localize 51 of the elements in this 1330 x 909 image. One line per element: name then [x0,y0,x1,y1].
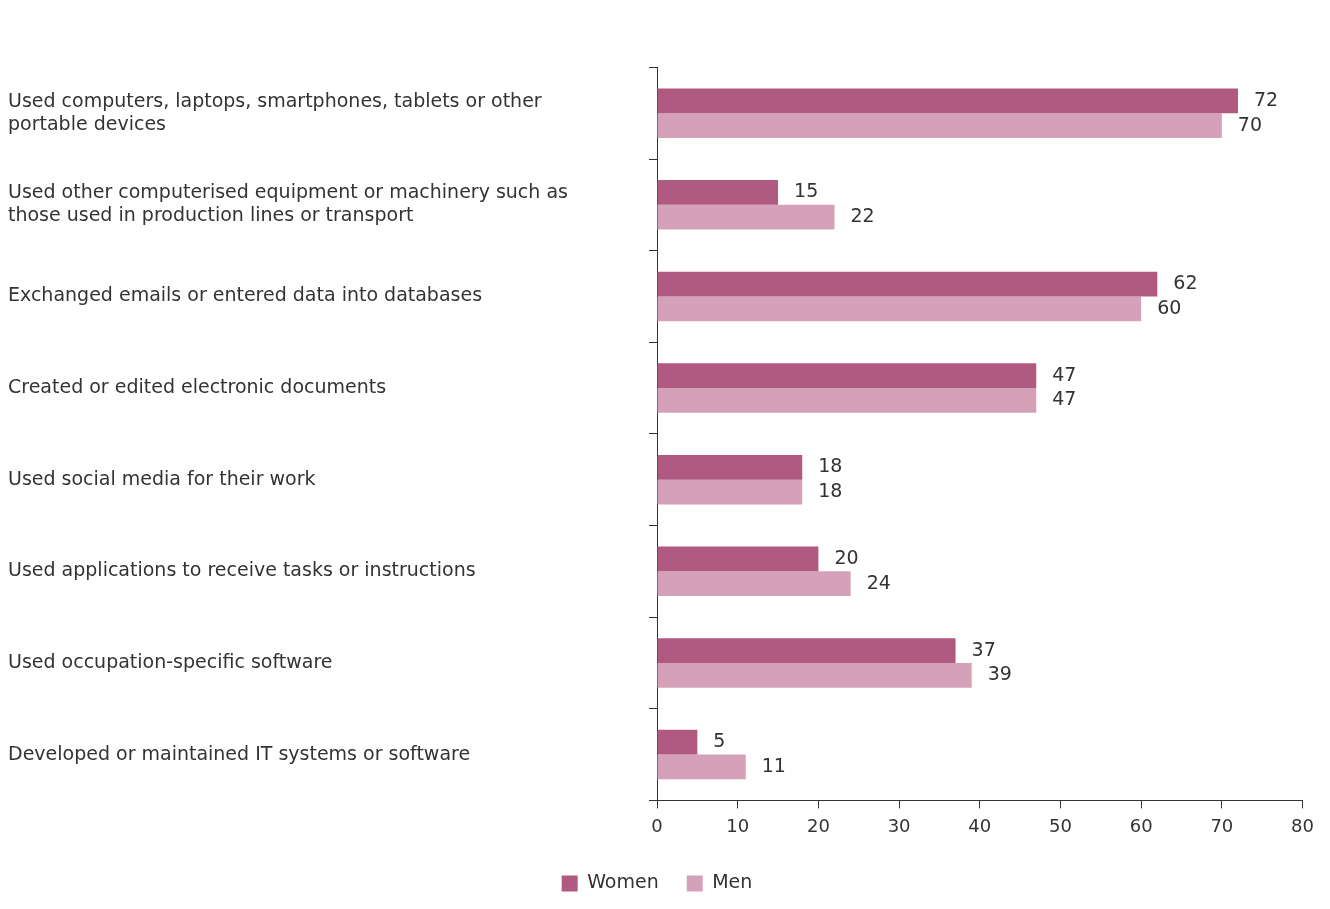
bar [657,479,803,505]
y-tick-label: Used other computerised equipment or machinery such as those used in production lines or transport [8,180,568,226]
y-tick-label: Used computers, laptops, smartphones, tablets or other portable devices [8,88,542,134]
data-label: 5 [713,729,726,752]
bar [657,388,1037,413]
bar [657,571,851,597]
data-label: 18 [818,454,843,477]
bar [657,363,1037,389]
data-label: 47 [1052,362,1077,385]
bar [657,271,1158,297]
y-tick-label: Used occupation-specific software [8,649,333,672]
data-label: 20 [834,545,859,568]
bar [657,454,803,480]
x-tick-label: 0 [651,814,663,836]
y-tick-label: Used applications to receive tasks or instructions [8,558,476,581]
bar [657,662,972,688]
data-label: 70 [1237,112,1263,135]
data-label: 39 [987,662,1012,685]
y-tick-label: Used social media for their work [8,466,316,489]
legend-label: Men [712,870,753,893]
bar [657,204,835,230]
bar [657,754,746,780]
y-tick-label: Exchanged emails or entered data into databases [8,283,483,306]
x-tick-label: 60 [1129,814,1153,836]
data-label: 11 [761,753,786,776]
data-label: 62 [1173,271,1198,294]
bar [657,638,956,663]
bar [657,180,779,205]
data-label: 18 [818,479,843,502]
data-label: 22 [850,204,875,227]
x-tick-label: 20 [806,814,830,836]
data-label: 37 [971,637,996,660]
bar [657,546,819,572]
legend-label: Women [587,870,659,893]
y-tick-label: Developed or maintained IT systems or software [8,741,471,764]
data-label: 72 [1253,87,1279,110]
data-label: 60 [1157,295,1182,318]
x-tick-label: 30 [887,814,911,836]
x-tick-label: 50 [1049,814,1072,836]
x-tick-label: 80 [1291,814,1314,836]
y-tick-label: Created or edited electronic documents [8,375,387,398]
bar [657,88,1238,114]
bar [657,113,1222,138]
bar [657,729,698,755]
bar [657,296,1142,322]
data-label: 15 [794,179,819,202]
x-tick-label: 70 [1210,814,1234,836]
data-label: 24 [866,570,891,593]
x-tick-label: 10 [726,814,750,836]
x-tick-label: 40 [968,814,992,836]
data-label: 47 [1052,387,1077,410]
